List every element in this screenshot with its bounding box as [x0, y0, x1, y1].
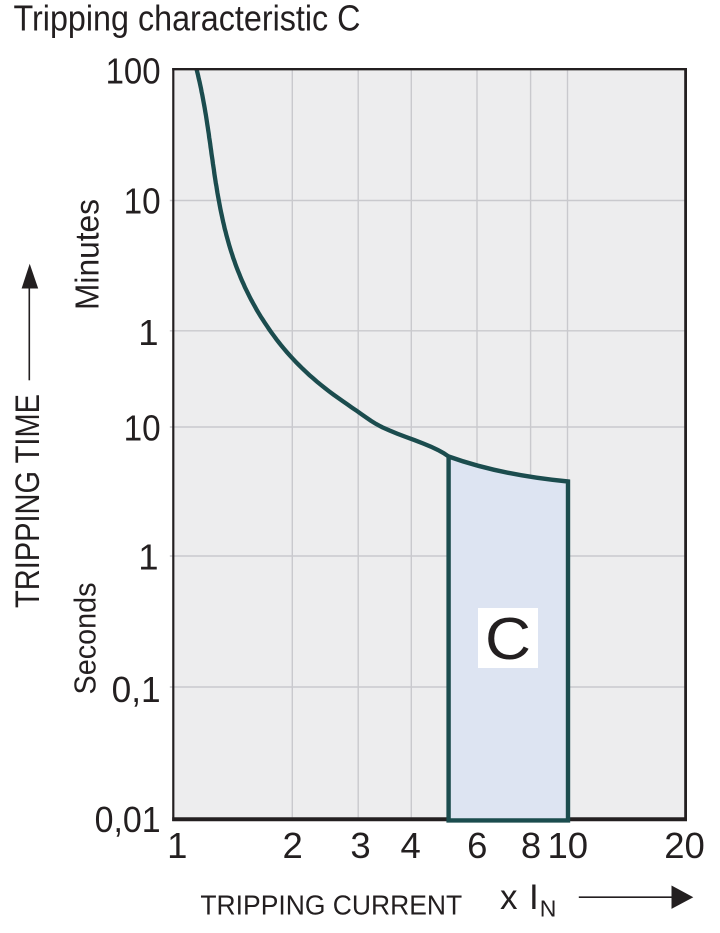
svg-text:Seconds: Seconds	[68, 583, 103, 695]
svg-text:Minutes: Minutes	[69, 199, 106, 310]
svg-text:10: 10	[124, 407, 161, 448]
svg-text:10: 10	[124, 181, 161, 222]
svg-text:3: 3	[350, 825, 370, 866]
svg-text:1: 1	[167, 825, 187, 866]
svg-text:1: 1	[138, 536, 158, 577]
svg-text:1: 1	[138, 312, 158, 353]
svg-text:8: 8	[521, 825, 541, 866]
svg-text:6: 6	[467, 825, 487, 866]
svg-text:100: 100	[106, 51, 161, 92]
svg-text:N: N	[540, 896, 557, 922]
svg-text:0,1: 0,1	[112, 669, 161, 710]
svg-text:10: 10	[547, 825, 588, 866]
svg-text:20: 20	[664, 825, 705, 866]
svg-text:4: 4	[400, 825, 420, 866]
svg-text:TRIPPING CURRENT: TRIPPING CURRENT	[200, 890, 462, 921]
svg-text:TRIPPING TIME: TRIPPING TIME	[9, 394, 47, 608]
svg-text:C: C	[485, 605, 531, 672]
svg-text:x: x	[500, 878, 518, 917]
svg-text:Tripping characteristic C: Tripping characteristic C	[14, 0, 361, 39]
svg-text:I: I	[529, 878, 539, 917]
svg-text:0,01: 0,01	[95, 799, 161, 840]
svg-text:2: 2	[283, 825, 303, 866]
